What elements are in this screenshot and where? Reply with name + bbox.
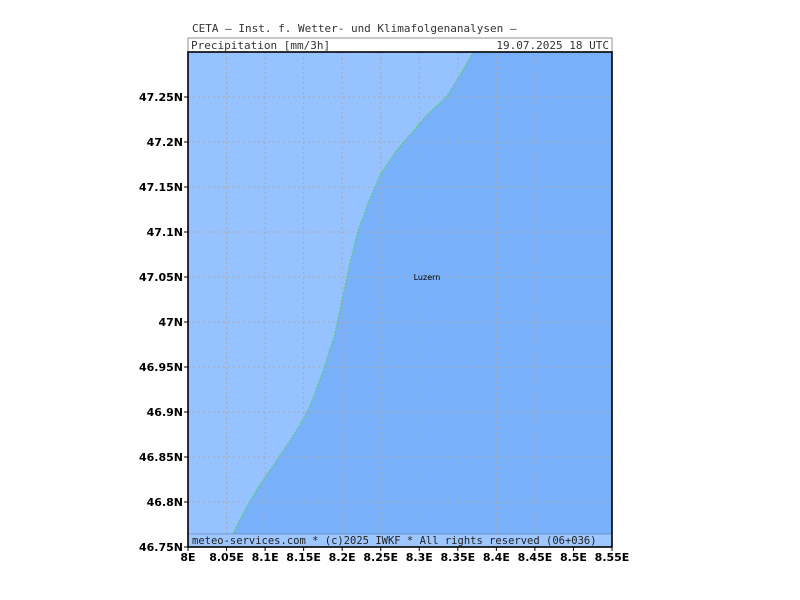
variable-label: Precipitation [mm/3h] — [191, 39, 330, 52]
map-frame — [187, 51, 613, 548]
lat-tick-label: 47.15N — [139, 181, 183, 194]
map-grid — [188, 52, 612, 547]
lat-tick-label: 46.95N — [139, 361, 183, 374]
lon-tick-label: 8.35E — [440, 551, 475, 564]
lat-tick-label: 47.05N — [139, 271, 183, 284]
lon-tick-label: 8.45E — [518, 551, 553, 564]
city-label: Luzern — [414, 273, 441, 282]
lon-tick-label: 8.2E — [329, 551, 356, 564]
precip-contour — [225, 51, 474, 548]
axis-ticks: 8E 8.05E 8.1E 8.15E 8.2E 8.25E 8.3E 8.35E 8.4E 8.… — [139, 91, 629, 564]
lat-tick-label: 47.25N — [139, 91, 183, 104]
lon-tick-label: 8.4E — [483, 551, 510, 564]
lat-tick-label: 46.8N — [147, 496, 183, 509]
lon-tick-label: 8.05E — [209, 551, 244, 564]
lat-tick-label: 46.85N — [139, 451, 183, 464]
source-title: CETA — Inst. f. Wetter- und Klimafolgena… — [192, 22, 517, 35]
lat-tick-label: 47.2N — [147, 136, 183, 149]
footer-credit: meteo-services.com * (c)2025 IWKF * All … — [192, 535, 597, 547]
lon-tick-label: 8.25E — [363, 551, 398, 564]
lon-tick-label: 8.5E — [560, 551, 587, 564]
lat-tick-label: 46.9N — [147, 406, 183, 419]
datetime-label: 19.07.2025 18 UTC — [496, 39, 609, 52]
lat-tick-label: 47N — [158, 316, 183, 329]
lon-tick-label: 8.3E — [406, 551, 433, 564]
lon-tick-label: 8E — [180, 551, 195, 564]
city-layer: Luzern — [414, 273, 441, 282]
lat-tick-label: 47.1N — [147, 226, 183, 239]
lon-tick-label: 8.15E — [286, 551, 321, 564]
lat-tick-label: 46.75N — [139, 541, 183, 554]
lon-tick-label: 8.1E — [252, 551, 279, 564]
precip-band-dark — [226, 52, 612, 547]
lon-tick-label: 8.55E — [595, 551, 630, 564]
